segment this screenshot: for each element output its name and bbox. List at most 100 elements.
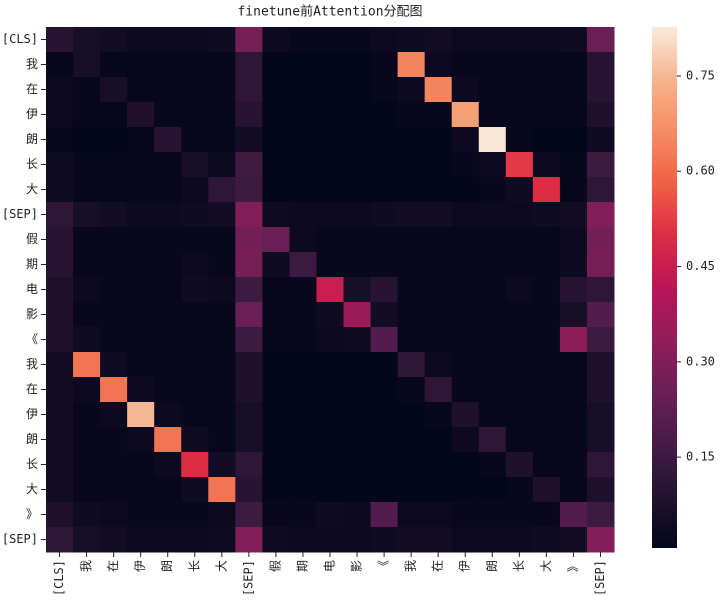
cell xyxy=(262,252,290,278)
cell xyxy=(235,77,263,103)
cell xyxy=(46,477,74,503)
cell xyxy=(586,227,615,253)
x-tick-label: 伊 xyxy=(133,560,147,572)
cell xyxy=(100,227,128,253)
x-tick-label: 电 xyxy=(323,560,337,572)
y-tick-label: 电 xyxy=(26,282,38,296)
y-tick-label: 期 xyxy=(26,257,38,271)
cell xyxy=(181,452,209,478)
cell xyxy=(478,452,507,478)
cell xyxy=(208,127,236,153)
cell xyxy=(586,252,615,278)
y-tick-label: 影 xyxy=(26,307,38,321)
cell xyxy=(289,377,317,403)
cell xyxy=(451,477,480,503)
cell xyxy=(532,427,561,453)
x-tick-label: 假 xyxy=(268,560,282,572)
cell xyxy=(424,277,453,303)
colorbar-tick-label: 0.75 xyxy=(686,68,715,82)
y-tick-label: 大 xyxy=(26,482,38,496)
cell xyxy=(532,27,561,53)
cell xyxy=(127,27,155,53)
cell xyxy=(262,202,290,228)
cell xyxy=(181,377,209,403)
cell xyxy=(289,427,317,453)
cell xyxy=(100,252,128,278)
cell xyxy=(532,77,561,103)
cell xyxy=(235,402,263,428)
cell xyxy=(235,127,263,153)
cell xyxy=(181,302,209,328)
cell xyxy=(451,102,480,128)
cell xyxy=(46,427,74,453)
cell xyxy=(154,427,182,453)
cell xyxy=(127,52,155,78)
cell xyxy=(154,452,182,478)
cell xyxy=(154,152,182,178)
cell xyxy=(397,77,426,103)
cell xyxy=(46,277,74,303)
cell xyxy=(289,77,317,103)
cell xyxy=(127,277,155,303)
cell xyxy=(73,77,101,103)
cell xyxy=(235,277,263,303)
cell xyxy=(559,52,588,78)
colorbar-tick-label: 0.45 xyxy=(686,259,715,273)
cell xyxy=(370,227,399,253)
cell xyxy=(73,452,101,478)
cell xyxy=(478,277,507,303)
cell xyxy=(559,527,588,553)
cell xyxy=(181,327,209,353)
cell xyxy=(262,77,290,103)
cell xyxy=(424,502,453,528)
y-tick-label: 假 xyxy=(26,232,38,246)
y-tick-label: 朗 xyxy=(26,132,38,146)
cell xyxy=(46,177,74,203)
cell xyxy=(154,27,182,53)
cell xyxy=(559,477,588,503)
cell xyxy=(127,227,155,253)
cell xyxy=(100,27,128,53)
x-tick-label: 在 xyxy=(106,560,120,572)
cell xyxy=(289,277,317,303)
cell xyxy=(154,252,182,278)
cell xyxy=(235,427,263,453)
y-tick-label: 我 xyxy=(26,57,38,71)
y-tick-label: 长 xyxy=(26,157,38,171)
cell xyxy=(154,77,182,103)
cell xyxy=(343,77,372,103)
x-tick-label: 在 xyxy=(431,560,445,572)
cell xyxy=(316,452,345,478)
cell xyxy=(208,227,236,253)
cell xyxy=(73,127,101,153)
cell xyxy=(208,327,236,353)
cell xyxy=(370,302,399,328)
cell xyxy=(181,77,209,103)
y-tick-label: 长 xyxy=(26,457,38,471)
cell xyxy=(370,277,399,303)
y-tick-label: 我 xyxy=(26,357,38,371)
cell xyxy=(532,302,561,328)
cell xyxy=(127,202,155,228)
cell xyxy=(73,52,101,78)
cell xyxy=(46,402,74,428)
cell xyxy=(154,127,182,153)
cell xyxy=(154,177,182,203)
cell xyxy=(343,402,372,428)
cell xyxy=(316,227,345,253)
cell xyxy=(154,327,182,353)
cell xyxy=(586,427,615,453)
cell xyxy=(505,127,534,153)
cell xyxy=(586,152,615,178)
cell xyxy=(424,427,453,453)
cell xyxy=(343,227,372,253)
cell xyxy=(262,127,290,153)
cell xyxy=(586,377,615,403)
cell xyxy=(208,102,236,128)
cell xyxy=(451,77,480,103)
cell xyxy=(370,327,399,353)
cell xyxy=(154,227,182,253)
cell xyxy=(586,502,615,528)
cell xyxy=(208,177,236,203)
